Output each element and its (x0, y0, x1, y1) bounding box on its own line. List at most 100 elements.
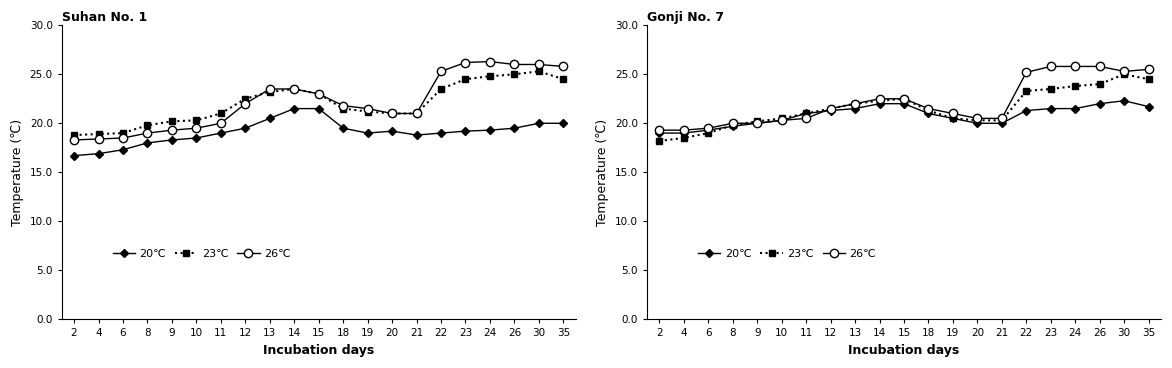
20℃ (897, 102, 911, 106)
23℃ (287, 87, 301, 91)
20℃ (336, 126, 350, 130)
Line: 23℃: 23℃ (70, 68, 567, 138)
23℃ (921, 108, 935, 113)
23℃ (458, 77, 472, 81)
23℃ (532, 69, 546, 74)
20℃ (1092, 102, 1106, 106)
26℃ (799, 116, 813, 121)
23℃ (995, 118, 1009, 123)
Text: Suhan No. 1: Suhan No. 1 (62, 11, 146, 24)
26℃ (91, 137, 105, 141)
23℃ (799, 111, 813, 116)
Y-axis label: Temperature (℃): Temperature (℃) (11, 119, 25, 226)
20℃ (483, 128, 497, 132)
20℃ (116, 148, 130, 152)
23℃ (557, 77, 571, 81)
23℃ (67, 133, 81, 137)
26℃ (361, 106, 375, 111)
26℃ (263, 87, 277, 91)
Line: 20℃: 20℃ (71, 106, 566, 159)
Line: 20℃: 20℃ (656, 98, 1152, 136)
26℃ (1117, 69, 1131, 74)
20℃ (1142, 105, 1156, 109)
23℃ (507, 72, 522, 77)
26℃ (386, 111, 400, 116)
20℃ (507, 126, 522, 130)
20℃ (995, 121, 1009, 125)
26℃ (336, 103, 350, 108)
23℃ (750, 119, 764, 124)
26℃ (849, 102, 863, 106)
26℃ (238, 102, 252, 106)
20℃ (409, 133, 423, 137)
26℃ (312, 92, 326, 96)
23℃ (897, 96, 911, 101)
26℃ (824, 106, 838, 111)
26℃ (434, 69, 448, 74)
26℃ (701, 126, 715, 130)
20℃ (849, 106, 863, 111)
20℃ (872, 102, 886, 106)
20℃ (1044, 106, 1058, 111)
Legend: 20℃, 23℃, 26℃: 20℃, 23℃, 26℃ (694, 245, 880, 264)
20℃ (557, 121, 571, 125)
20℃ (824, 108, 838, 113)
26℃ (897, 96, 911, 101)
20℃ (165, 138, 179, 142)
26℃ (287, 87, 301, 91)
Line: 26℃: 26℃ (655, 62, 1153, 134)
20℃ (190, 136, 204, 140)
23℃ (1044, 87, 1058, 91)
23℃ (1117, 72, 1131, 77)
26℃ (165, 128, 179, 132)
23℃ (263, 90, 277, 94)
23℃ (91, 132, 105, 136)
23℃ (1020, 89, 1034, 93)
23℃ (775, 116, 789, 121)
23℃ (1092, 82, 1106, 86)
26℃ (483, 59, 497, 64)
20℃ (287, 106, 301, 111)
20℃ (921, 111, 935, 116)
23℃ (701, 131, 715, 135)
26℃ (141, 131, 155, 135)
Line: 26℃: 26℃ (70, 57, 567, 144)
20℃ (676, 131, 690, 135)
26℃ (970, 116, 984, 121)
23℃ (676, 136, 690, 140)
23℃ (190, 118, 204, 123)
23℃ (238, 96, 252, 101)
26℃ (653, 128, 667, 132)
20℃ (725, 124, 740, 128)
23℃ (653, 139, 667, 143)
20℃ (91, 152, 105, 156)
20℃ (970, 121, 984, 125)
23℃ (970, 118, 984, 123)
20℃ (946, 116, 960, 121)
Y-axis label: Temperature (℃): Temperature (℃) (597, 119, 609, 226)
20℃ (141, 141, 155, 145)
26℃ (507, 62, 522, 67)
20℃ (67, 153, 81, 158)
23℃ (336, 106, 350, 111)
26℃ (458, 60, 472, 65)
26℃ (872, 96, 886, 101)
26℃ (532, 62, 546, 67)
26℃ (1142, 67, 1156, 72)
26℃ (557, 64, 571, 69)
20℃ (799, 111, 813, 116)
26℃ (1044, 64, 1058, 69)
Text: Gonji No. 7: Gonji No. 7 (647, 11, 724, 24)
23℃ (946, 116, 960, 121)
26℃ (116, 136, 130, 140)
26℃ (946, 111, 960, 116)
26℃ (921, 106, 935, 111)
20℃ (238, 126, 252, 130)
26℃ (1092, 64, 1106, 69)
20℃ (1020, 108, 1034, 113)
20℃ (775, 118, 789, 123)
26℃ (190, 126, 204, 130)
20℃ (750, 121, 764, 125)
23℃ (725, 123, 740, 127)
23℃ (361, 109, 375, 114)
